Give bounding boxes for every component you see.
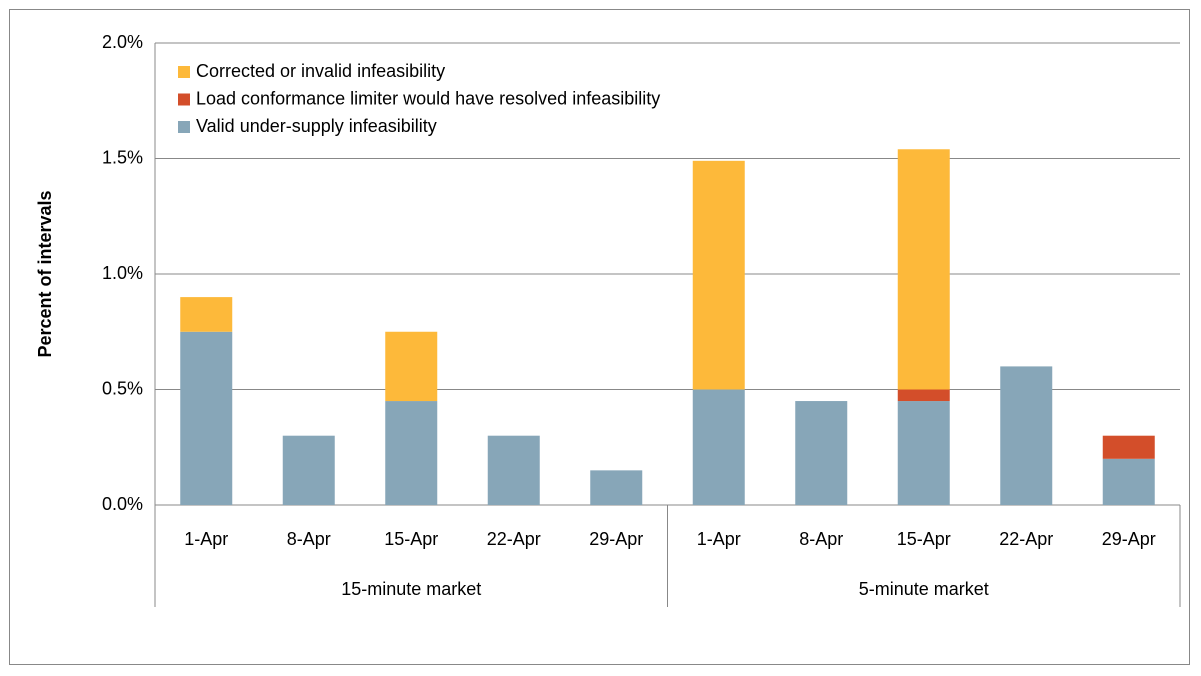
- y-axis-title: Percent of intervals: [35, 190, 55, 357]
- bar-segment: [1000, 366, 1053, 505]
- bar-segment: [897, 149, 950, 390]
- bar-segment: [590, 470, 643, 505]
- y-tick-label: 1.0%: [102, 263, 143, 283]
- bar-segment: [180, 331, 233, 505]
- bar-segment: [692, 160, 745, 390]
- bar-segment: [897, 389, 950, 402]
- x-tick-label: 1-Apr: [697, 529, 741, 549]
- x-tick-label: 15-Apr: [384, 529, 438, 549]
- bar-segment: [487, 435, 540, 505]
- x-tick-label: 8-Apr: [287, 529, 331, 549]
- x-tick-label: 22-Apr: [999, 529, 1053, 549]
- bar-segment: [795, 401, 848, 505]
- bar-segment: [1102, 458, 1155, 505]
- y-tick-label: 0.5%: [102, 378, 143, 398]
- bar-segment: [1102, 435, 1155, 459]
- y-tick-label: 0.0%: [102, 494, 143, 514]
- legend-label: Corrected or invalid infeasibility: [196, 61, 445, 81]
- y-tick-label: 2.0%: [102, 32, 143, 52]
- x-tick-label: 29-Apr: [1102, 529, 1156, 549]
- x-tick-label: 29-Apr: [589, 529, 643, 549]
- bar-segment: [897, 401, 950, 505]
- legend-swatch: [178, 93, 190, 106]
- x-tick-label: 15-Apr: [897, 529, 951, 549]
- legend-label: Valid under-supply infeasibility: [196, 116, 437, 136]
- x-tick-label: 22-Apr: [487, 529, 541, 549]
- legend-label: Load conformance limiter would have reso…: [196, 88, 660, 108]
- bar-segment: [385, 401, 438, 505]
- x-tick-label: 8-Apr: [799, 529, 843, 549]
- y-tick-label: 1.5%: [102, 147, 143, 167]
- group-label: 15-minute market: [341, 579, 481, 599]
- bar-segment: [282, 435, 335, 505]
- group-label: 5-minute market: [859, 579, 989, 599]
- legend-swatch: [178, 121, 190, 133]
- bar-segment: [692, 389, 745, 505]
- bar-segment: [385, 331, 438, 402]
- bar-segment: [180, 297, 233, 332]
- x-tick-label: 1-Apr: [184, 529, 228, 549]
- legend-swatch: [178, 66, 190, 78]
